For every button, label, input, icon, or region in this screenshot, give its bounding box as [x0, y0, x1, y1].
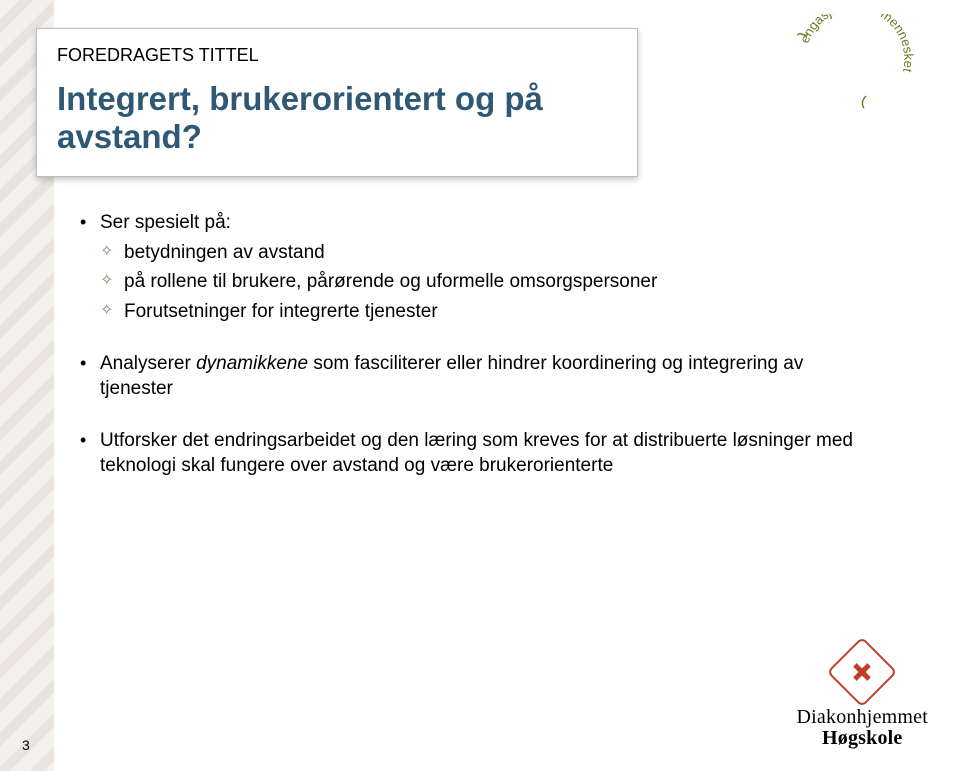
logo-emblem-icon — [827, 637, 898, 708]
bullet-1-sub-3: Forutsetninger for integrerte tjenester — [100, 299, 860, 325]
slide-body: Ser spesielt på: betydningen av avstand … — [80, 210, 860, 495]
motto-word-2: for — [856, 14, 875, 15]
bullet-1-sub-2: på rollene til brukere, pårørende og ufo… — [100, 269, 860, 295]
bullet-3: Utforsker det endringsarbeidet og den læ… — [80, 428, 860, 479]
logo-line-1: Diakonhjemmet — [797, 707, 928, 728]
bullet-2-pre: Analyserer — [100, 353, 196, 374]
slide-title: Integrert, brukerorientert og på avstand… — [57, 80, 617, 156]
motto-graphic: ~ engasjert for mennesket — [794, 14, 914, 114]
logo-line-2: Høgskole — [797, 728, 928, 749]
institution-logo: Diakonhjemmet Høgskole — [797, 647, 928, 749]
title-panel: FOREDRAGETS TITTEL Integrert, brukerorie… — [36, 28, 638, 177]
motto-word-3: mennesket — [878, 14, 914, 74]
bullet-1-sub-1: betydningen av avstand — [100, 240, 860, 266]
bullet-1-lead: Ser spesielt på: — [100, 212, 231, 233]
svg-text:engasjert for: engasjert for mennesket — [797, 14, 914, 74]
slide-number: 3 — [22, 737, 30, 753]
slide-subtitle: FOREDRAGETS TITTEL — [57, 45, 617, 66]
bullet-2-italic: dynamikkene — [196, 353, 313, 374]
motto-word-1: engasjert — [797, 14, 848, 45]
bullet-2: Analyserer dynamikkene som fasciliterer … — [80, 351, 860, 402]
bullet-1: Ser spesielt på: betydningen av avstand … — [80, 210, 860, 325]
